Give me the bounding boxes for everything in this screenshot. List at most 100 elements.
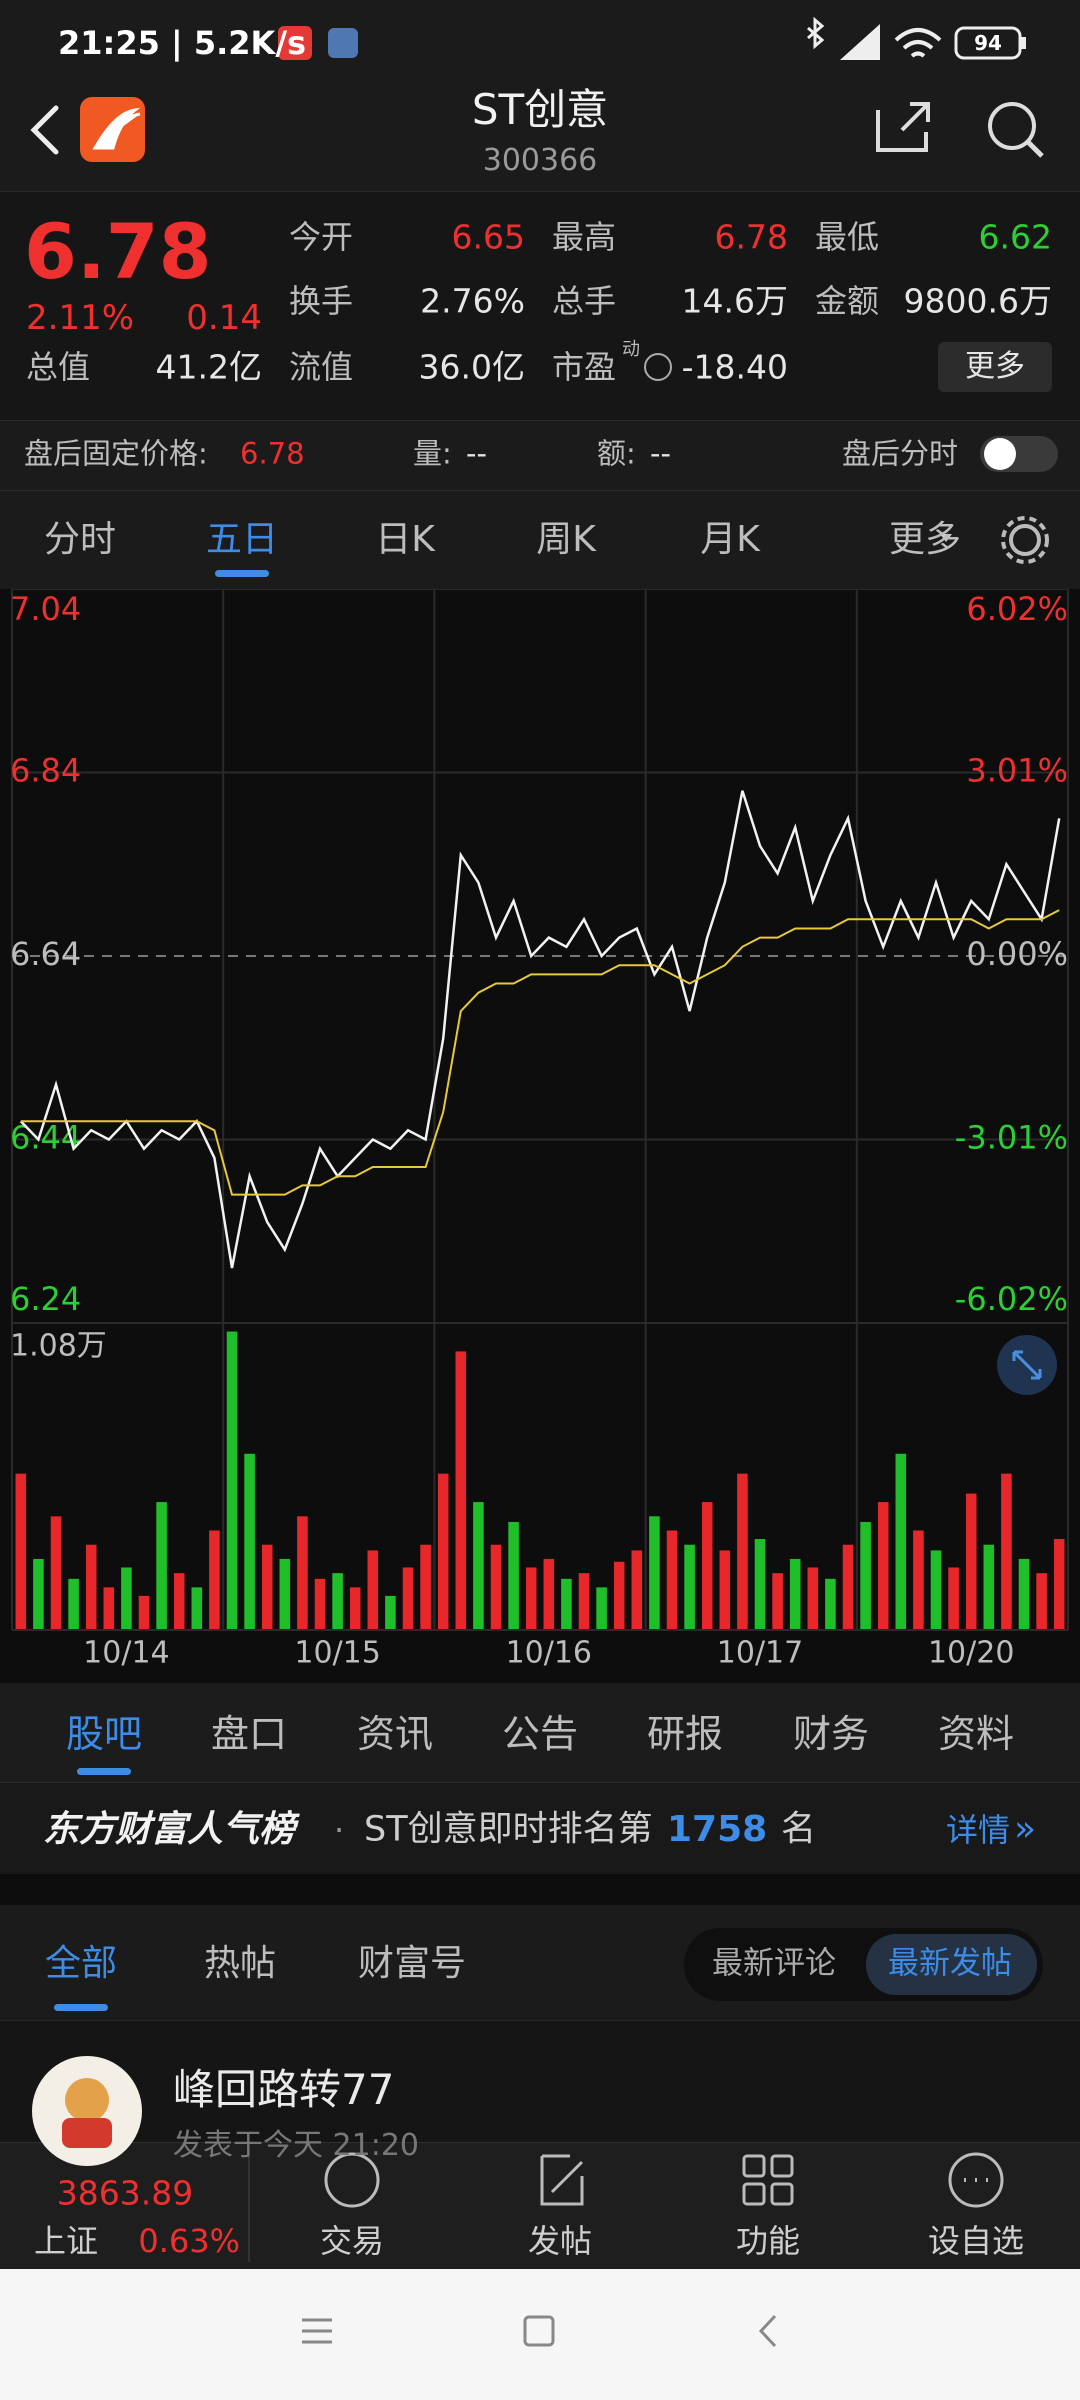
feed-tab[interactable]: 热帖 — [203, 1943, 277, 1984]
details-link[interactable]: 详情 — [945, 1811, 1010, 1849]
chart-tab[interactable]: 更多 — [888, 519, 962, 560]
feed-tab[interactable]: 全部 — [44, 1943, 118, 1984]
toolbar-action[interactable]: 交易 — [319, 2222, 385, 2260]
field-value: 9800.6万 — [903, 281, 1052, 321]
sort-option[interactable]: 最新发帖 — [888, 1945, 1012, 1982]
x-tick-label: 10/15 — [294, 1636, 380, 1671]
volume-bar — [473, 1502, 484, 1630]
ranking-number: 1758 — [667, 1809, 768, 1850]
ranking-suffix: 名 — [781, 1809, 817, 1850]
more-button-bg[interactable] — [938, 342, 1052, 392]
volume-bar — [297, 1516, 308, 1630]
volume-bar — [209, 1530, 220, 1630]
volume-label: 量: — [413, 436, 452, 471]
after-hours-price: 6.78 — [240, 436, 305, 471]
x-tick-label: 10/14 — [83, 1636, 169, 1671]
toolbar-action[interactable]: 设自选 — [927, 2222, 1025, 2260]
info-tab[interactable]: 资料 — [937, 1712, 1015, 1756]
info-tab[interactable]: 财务 — [792, 1712, 870, 1756]
volume-bar — [349, 1587, 361, 1630]
volume-bar — [684, 1544, 695, 1630]
field-label: 最高 — [552, 218, 617, 256]
volume-bar — [631, 1550, 643, 1630]
volume-bar — [913, 1530, 924, 1630]
bottom-toolbar — [0, 2142, 1080, 2270]
x-tick-label: 10/16 — [506, 1636, 592, 1671]
volume-bar — [15, 1473, 27, 1630]
nav-back[interactable] — [758, 2314, 777, 2348]
search-button[interactable] — [988, 102, 1036, 150]
function-icon[interactable] — [742, 2154, 766, 2178]
field-value: -18.40 — [681, 347, 788, 387]
dropdown-arrow — [940, 534, 952, 542]
info-tab[interactable]: 研报 — [646, 1712, 724, 1756]
share-button[interactable] — [876, 102, 930, 152]
info-tab[interactable]: 公告 — [501, 1712, 579, 1756]
chart-tab[interactable]: 日K — [375, 519, 435, 560]
volume-bar — [895, 1453, 907, 1630]
index-name: 上证 — [34, 2222, 99, 2260]
field-value: 6.65 — [451, 217, 525, 257]
volume-bar — [261, 1544, 273, 1630]
function-icon-2 — [770, 2154, 794, 2178]
field-value: 14.6万 — [681, 281, 788, 321]
ranking-text: ST创意即时排名第 — [364, 1809, 653, 1850]
sort-active-pill[interactable] — [866, 1934, 1037, 1995]
volume-value: -- — [466, 436, 487, 471]
nav-home[interactable] — [523, 2315, 555, 2347]
y2-tick-label: 0.00% — [966, 935, 1068, 973]
volume-bar — [754, 1539, 766, 1630]
info-tab[interactable]: 盘口 — [210, 1712, 288, 1756]
volume-bar — [543, 1558, 555, 1630]
back-button[interactable] — [30, 105, 59, 155]
chart-tab[interactable]: 五日 — [205, 519, 279, 560]
volume-bar — [596, 1587, 607, 1630]
wifi-icon — [894, 28, 942, 58]
volume-bar — [420, 1544, 431, 1630]
volume-bar — [613, 1561, 625, 1630]
feed-tab[interactable]: 财富号 — [357, 1943, 467, 1984]
volume-bar — [737, 1473, 748, 1630]
volume-bar — [860, 1521, 871, 1630]
settings-button[interactable] — [1009, 524, 1041, 556]
volume-bar — [930, 1550, 942, 1630]
field-value: 41.2亿 — [155, 347, 262, 387]
field-value: 2.76% — [420, 281, 525, 321]
post-author[interactable]: 峰回路转77 — [173, 2065, 395, 2114]
volume-bar — [983, 1544, 995, 1630]
signal-icon — [840, 24, 880, 60]
volume-bar — [965, 1493, 977, 1630]
y2-tick-label: -6.02% — [955, 1280, 1068, 1318]
chart-tab[interactable]: 周K — [536, 519, 596, 560]
info-tab-bar — [0, 1683, 1080, 1782]
field-label: 总手 — [552, 282, 617, 320]
field-value: 6.62 — [978, 217, 1052, 257]
volume-bar — [666, 1530, 678, 1630]
info-tab[interactable]: 股吧 — [65, 1712, 143, 1756]
change-percent: 2.11% — [26, 298, 135, 338]
y-tick-label: 7.04 — [10, 590, 81, 628]
active-tab-indicator — [54, 2004, 108, 2011]
volume-bar — [191, 1587, 203, 1630]
trade-icon[interactable] — [324, 2152, 380, 2208]
post-icon[interactable] — [540, 2154, 584, 2206]
volume-bar — [33, 1558, 44, 1630]
quote-panel — [0, 191, 1080, 421]
volume-bar — [50, 1516, 62, 1630]
volume-bar — [825, 1578, 836, 1630]
watchlist-icon[interactable] — [948, 2152, 1004, 2208]
info-tab[interactable]: 资讯 — [356, 1712, 434, 1756]
average-line — [20, 909, 1060, 1196]
chart-tab[interactable]: 分时 — [43, 519, 117, 560]
chart-tab[interactable]: 月K — [700, 519, 760, 560]
nav-menu[interactable] — [302, 2318, 332, 2344]
toolbar-action[interactable]: 发帖 — [527, 2222, 593, 2260]
volume-bar — [842, 1544, 854, 1630]
volume-bar — [138, 1595, 150, 1630]
more-button[interactable]: 更多 — [965, 349, 1025, 384]
settings-badge — [328, 28, 358, 58]
toolbar-action[interactable]: 功能 — [735, 2222, 801, 2260]
sort-option[interactable]: 最新评论 — [712, 1945, 836, 1982]
